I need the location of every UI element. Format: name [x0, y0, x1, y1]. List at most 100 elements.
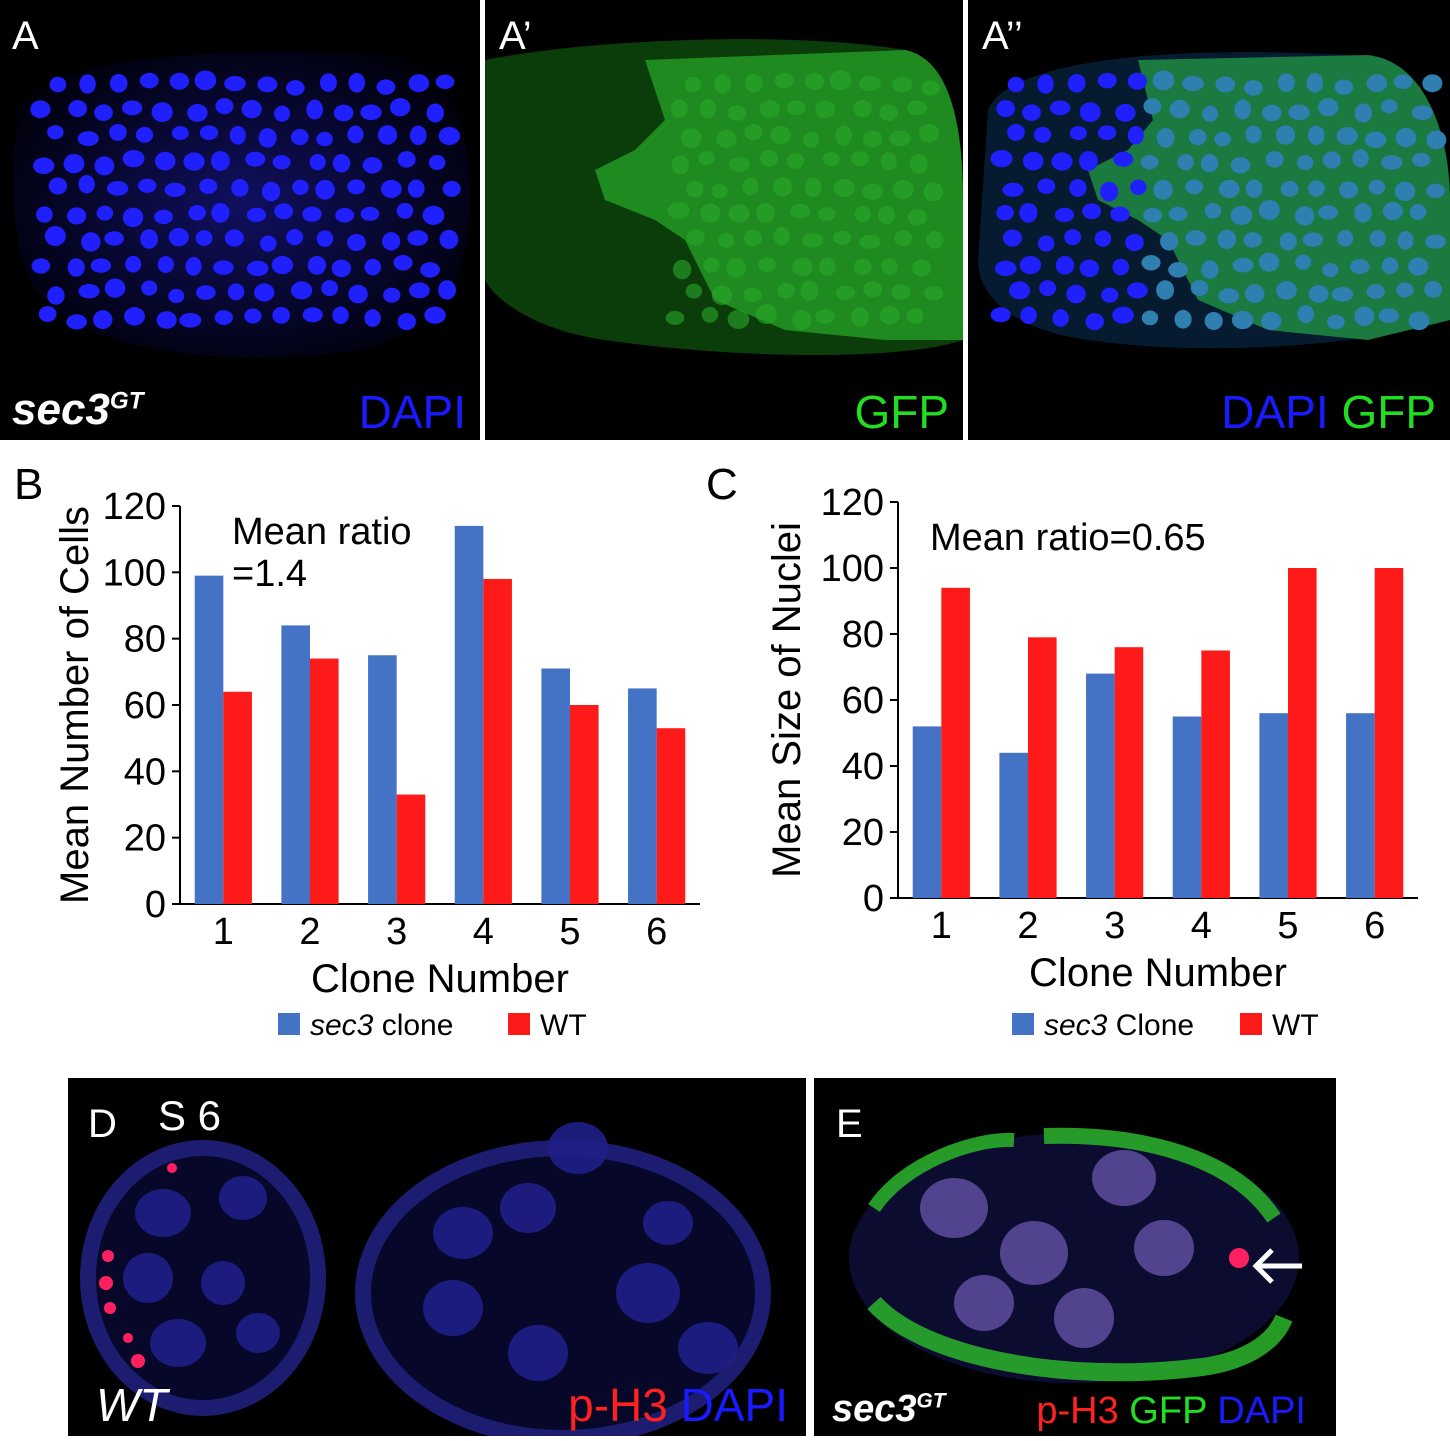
nucleus	[78, 283, 100, 299]
nucleus	[254, 283, 275, 302]
nucleus	[1037, 178, 1056, 194]
nucleus	[822, 152, 840, 167]
nucleus	[850, 151, 870, 167]
nucleus	[1245, 284, 1265, 304]
bar-wt-clone-2	[1028, 637, 1057, 898]
nucleus	[803, 131, 820, 148]
nucleus	[104, 278, 126, 298]
nucleus	[408, 74, 430, 93]
stain-label-gfp: GFP	[854, 386, 949, 438]
nucleus	[744, 124, 763, 141]
nucleus	[800, 280, 819, 301]
nucleus	[397, 151, 416, 168]
nucleus	[877, 206, 896, 225]
nucleus	[684, 76, 702, 93]
nucleus	[261, 181, 281, 202]
nucleus	[1394, 181, 1416, 202]
nucleus	[1318, 98, 1339, 117]
nucleus	[1067, 73, 1086, 93]
nucleus	[224, 75, 246, 92]
nucleus	[1308, 180, 1325, 197]
nucleus	[286, 80, 305, 96]
bar-wt-clone-4	[1201, 650, 1230, 898]
nucleus	[924, 286, 944, 301]
nucleus	[347, 179, 366, 195]
nucleus	[1411, 105, 1433, 121]
x-tick-label: 2	[299, 911, 320, 953]
nucleus	[1085, 313, 1104, 331]
nucleus	[1101, 287, 1119, 303]
nucleus	[364, 309, 381, 327]
nucleus	[1382, 202, 1403, 221]
nucleus	[426, 103, 444, 123]
nucleus	[1185, 230, 1207, 246]
nucleus	[773, 226, 790, 246]
nucleus	[880, 152, 897, 171]
nucleus	[231, 179, 249, 197]
nucleus	[1204, 202, 1222, 219]
y-tick-label: 80	[842, 614, 884, 656]
nucleus	[290, 129, 309, 146]
nucleus	[894, 230, 913, 246]
nucleus	[1143, 98, 1162, 115]
nucleus	[1127, 72, 1148, 90]
nucleus	[804, 72, 825, 90]
panel-a2-micrograph	[978, 52, 1450, 349]
nucleus	[1352, 148, 1369, 168]
nucleus	[438, 126, 461, 146]
nucleus	[407, 230, 429, 246]
nucleus	[863, 281, 883, 298]
nucleus	[319, 73, 337, 92]
nucleus	[853, 100, 872, 118]
x-tick-label: 5	[559, 911, 580, 953]
legend-italic-part: sec3	[310, 1009, 374, 1040]
nucleus	[1156, 128, 1175, 148]
nucleus	[435, 74, 455, 90]
nucleus	[1112, 306, 1134, 324]
legend-label-wt: WT	[1272, 1009, 1319, 1040]
bar-wt-clone-5	[570, 705, 599, 904]
x-tick-label: 2	[1017, 905, 1038, 947]
nucleus	[286, 229, 304, 246]
x-axis-label: Clone Number	[1029, 951, 1287, 995]
y-tick-label: 100	[103, 552, 166, 594]
nucleus	[1217, 229, 1237, 250]
nucleus	[1007, 76, 1025, 93]
nucleus	[1218, 288, 1239, 304]
nucleus	[879, 104, 898, 122]
nucleus	[667, 201, 690, 220]
chart-c-nuclei-size: 0 20 40 60 80 100 120 1 2 3 4 5 6 Clone Number Mean Si…	[765, 482, 1418, 1040]
nucleus	[274, 203, 294, 220]
nucleus	[422, 205, 445, 225]
nucleus	[1408, 257, 1429, 276]
nucleus	[716, 129, 737, 148]
nucleus	[1054, 207, 1075, 223]
bar-sec3-clone-3	[1086, 673, 1115, 898]
x-tick-label: 6	[1364, 905, 1385, 947]
nucleus	[397, 313, 416, 331]
nucleus	[1037, 74, 1054, 94]
nucleus	[1204, 312, 1223, 330]
nucleus	[259, 235, 277, 252]
nucleus	[109, 123, 127, 141]
nucleus	[302, 206, 322, 222]
nucleus	[1066, 284, 1086, 304]
nucleus	[926, 231, 944, 249]
nucleus	[245, 151, 266, 167]
nucleus	[407, 179, 425, 198]
y-tick-label: 20	[842, 812, 884, 854]
nucleus	[1368, 179, 1386, 195]
nucleus	[211, 202, 230, 223]
nucleus	[79, 74, 96, 94]
bar-sec3-clone-6	[1346, 713, 1375, 898]
nucleus	[333, 104, 354, 122]
panel-e-sec3-image: E sec3GT p-H3 GFP DAPI	[814, 1078, 1336, 1436]
nucleus	[316, 131, 333, 147]
nucleus	[1125, 233, 1144, 252]
nucleus	[790, 203, 811, 219]
nucleus	[157, 256, 174, 274]
nucleus	[348, 284, 368, 304]
nucleus	[272, 306, 291, 324]
bar-sec3-clone-5	[1259, 713, 1288, 898]
nucleus	[1327, 314, 1345, 330]
